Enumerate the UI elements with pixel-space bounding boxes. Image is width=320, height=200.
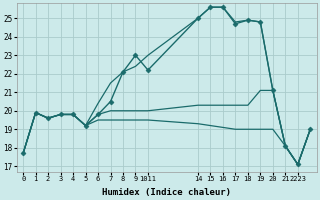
X-axis label: Humidex (Indice chaleur): Humidex (Indice chaleur) xyxy=(102,188,231,197)
